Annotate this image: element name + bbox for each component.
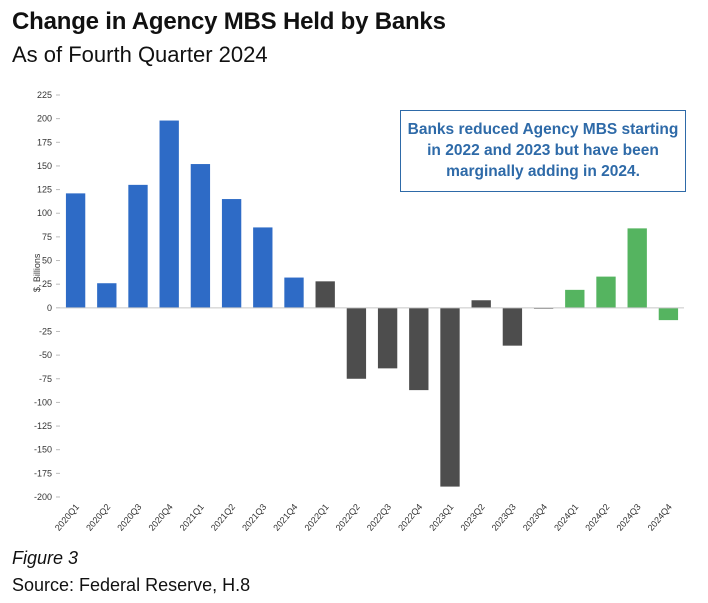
x-tick-label: 2024Q2 xyxy=(583,502,611,533)
y-tick-label: -150 xyxy=(34,445,52,455)
y-tick-label: -175 xyxy=(34,468,52,478)
bar-2020q1 xyxy=(65,193,86,308)
y-tick-label: 175 xyxy=(37,137,52,147)
bar-2023q1 xyxy=(440,307,460,487)
y-tick-label: -200 xyxy=(34,492,52,502)
x-tick-label: 2022Q2 xyxy=(334,502,362,533)
x-tick-label: 2024Q1 xyxy=(552,502,580,533)
annotation-box: Banks reduced Agency MBS starting in 202… xyxy=(400,110,686,192)
x-tick-label: 2020Q3 xyxy=(115,502,143,533)
bar-2024q4 xyxy=(658,307,679,321)
bar-2021q4 xyxy=(284,277,304,308)
y-tick-label: 25 xyxy=(42,279,52,289)
figure-label: Figure 3 xyxy=(12,548,79,568)
x-tick-label: 2022Q4 xyxy=(396,502,424,533)
y-tick-label: 125 xyxy=(37,185,52,195)
y-axis-label: $, Billions xyxy=(32,253,42,292)
x-tick-label: 2021Q2 xyxy=(209,502,237,533)
x-tick-label: 2023Q1 xyxy=(427,502,455,533)
y-tick-label: -50 xyxy=(39,350,52,360)
x-tick-label: 2022Q1 xyxy=(302,502,330,533)
bar-2022q2 xyxy=(346,307,367,379)
x-tick-label: 2021Q3 xyxy=(240,502,268,533)
bar-2020q4 xyxy=(159,120,179,308)
bar-2020q2 xyxy=(97,283,117,308)
y-tick-label: 100 xyxy=(37,208,52,218)
x-tick-label: 2024Q4 xyxy=(646,502,674,533)
x-tick-label: 2024Q3 xyxy=(614,502,642,533)
x-tick-label: 2021Q4 xyxy=(271,502,299,533)
y-tick-label: -100 xyxy=(34,397,52,407)
bar-2021q1 xyxy=(190,164,211,308)
bar-2022q4 xyxy=(409,307,429,391)
y-tick-label: -25 xyxy=(39,326,52,336)
bar-2022q3 xyxy=(377,307,398,369)
y-tick-label: 50 xyxy=(42,256,52,266)
bar-2021q2 xyxy=(221,199,242,308)
y-tick-label: 75 xyxy=(42,232,52,242)
bar-2023q2 xyxy=(471,300,491,308)
annotation-text: Banks reduced Agency MBS starting in 202… xyxy=(407,121,679,180)
bar-2024q1 xyxy=(565,289,585,308)
y-tick-label: 150 xyxy=(37,161,52,171)
bar-2020q3 xyxy=(128,184,148,308)
source-label: Source: Federal Reserve, H.8 xyxy=(12,575,251,595)
x-tick-label: 2021Q1 xyxy=(178,502,206,533)
bar-2023q3 xyxy=(502,307,523,346)
y-tick-label: -75 xyxy=(39,374,52,384)
x-tick-label: 2020Q4 xyxy=(146,502,174,533)
bar-2024q3 xyxy=(627,228,647,308)
bar-2022q1 xyxy=(315,281,335,308)
bar-2024q2 xyxy=(596,276,616,308)
y-tick-label: 0 xyxy=(47,303,52,313)
x-tick-label: 2023Q2 xyxy=(458,502,486,533)
bar-chart: 225 200 175 150 125 100 75 50 25 0 -25 -50 -75 -100 -1… xyxy=(32,90,684,533)
bar-2021q3 xyxy=(253,227,273,308)
x-tick-label: 2020Q2 xyxy=(84,502,112,533)
x-tick-label: 2020Q1 xyxy=(53,502,81,533)
chart-title: Change in Agency MBS Held by Banks xyxy=(12,8,446,35)
y-tick-label: 200 xyxy=(37,114,52,124)
chart-subtitle: As of Fourth Quarter 2024 xyxy=(12,42,268,67)
x-tick-label: 2022Q3 xyxy=(365,502,393,533)
x-tick-label: 2023Q3 xyxy=(490,502,518,533)
y-tick-label: 225 xyxy=(37,90,52,100)
y-tick-label: -125 xyxy=(34,421,52,431)
x-tick-label: 2023Q4 xyxy=(521,502,549,533)
